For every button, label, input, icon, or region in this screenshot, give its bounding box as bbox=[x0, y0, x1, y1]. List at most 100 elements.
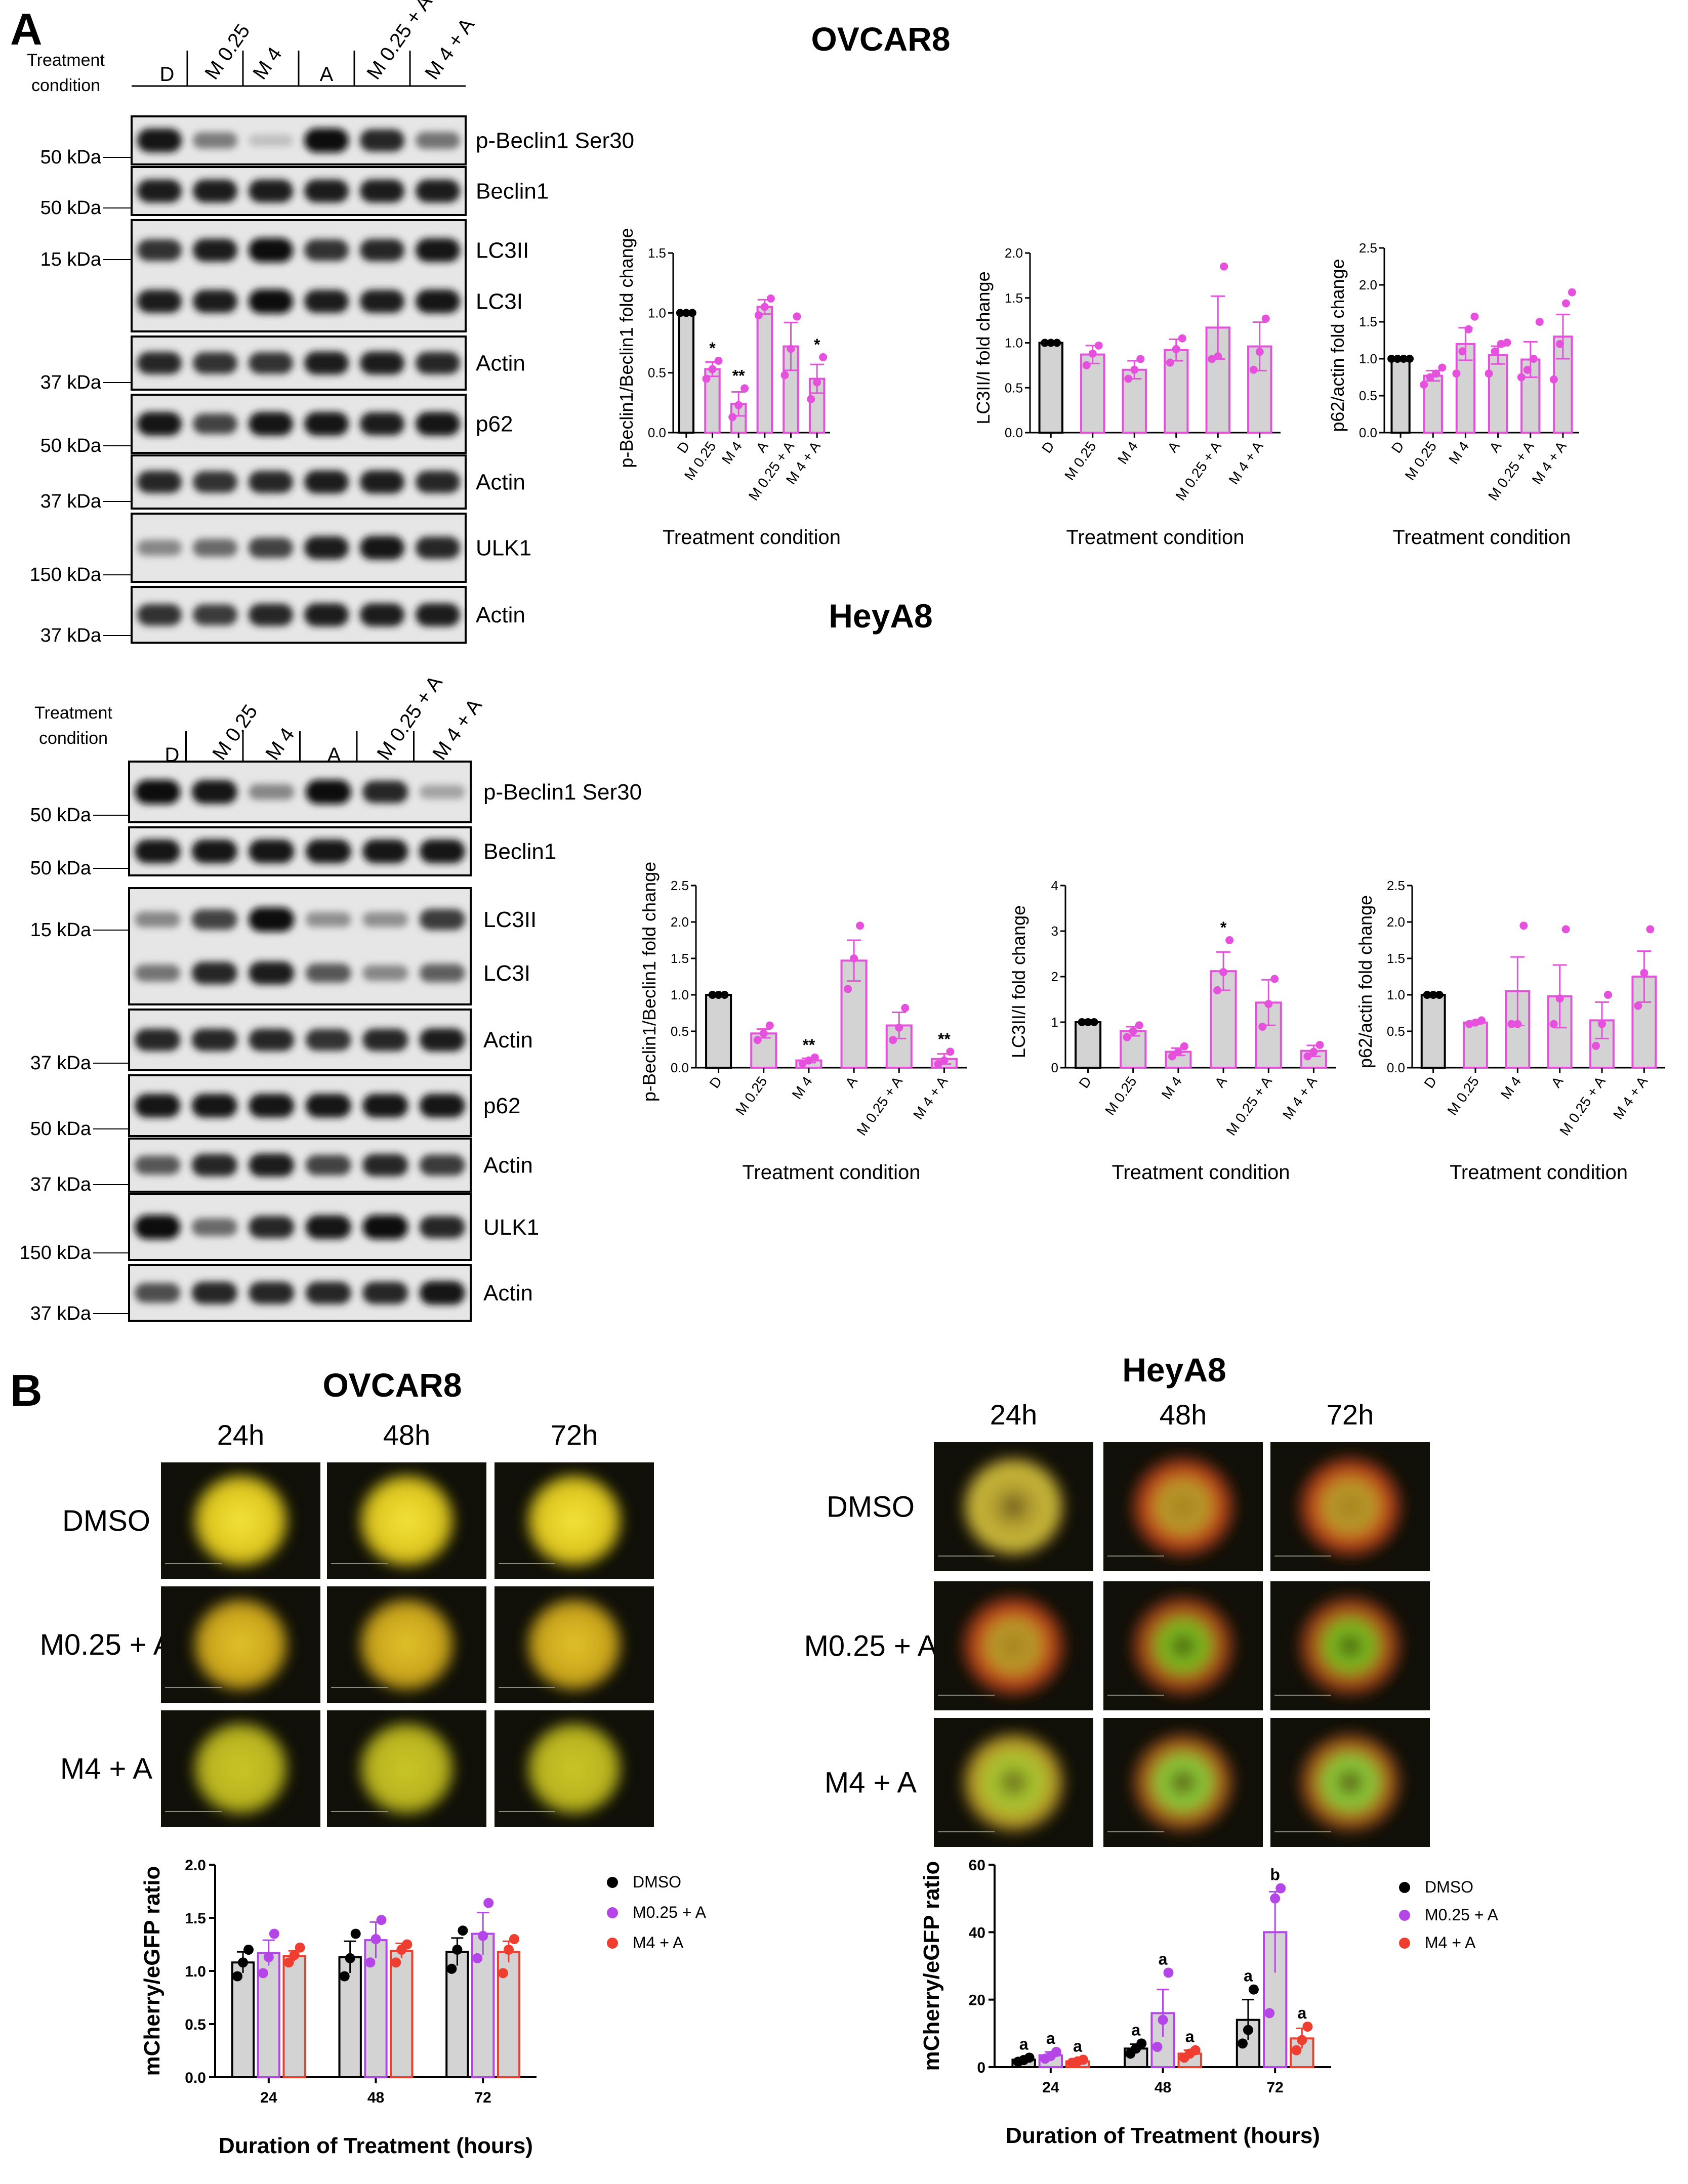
protein-band bbox=[304, 239, 349, 261]
bar bbox=[705, 994, 732, 1069]
data-point bbox=[1640, 969, 1649, 977]
protein-band bbox=[193, 539, 237, 557]
data-point bbox=[1090, 1018, 1098, 1026]
blot-membrane bbox=[128, 1074, 472, 1137]
protein-band bbox=[304, 603, 349, 626]
data-point bbox=[1568, 288, 1576, 297]
protein-band bbox=[135, 780, 181, 804]
protein-band bbox=[419, 1154, 465, 1176]
blot-block-title: HeyA8 bbox=[829, 597, 932, 635]
x-tick-label: 72 bbox=[1266, 2079, 1283, 2096]
protein-band bbox=[362, 912, 408, 927]
spheroid bbox=[1296, 1592, 1405, 1699]
protein-band bbox=[249, 907, 295, 932]
protein-band bbox=[249, 537, 293, 558]
data-point bbox=[1646, 925, 1655, 934]
blot-row: p-Beclin1 Ser30 50 kDa bbox=[30, 761, 642, 826]
treatment-condition-label: condition bbox=[31, 76, 100, 95]
protein-band bbox=[360, 179, 404, 203]
lane-label: M 0.25 bbox=[200, 20, 254, 83]
protein-band bbox=[249, 471, 293, 493]
y-tick-label: 2.0 bbox=[185, 1857, 206, 1874]
data-point bbox=[1084, 1018, 1092, 1026]
data-point bbox=[1634, 1001, 1642, 1010]
protein-band bbox=[249, 961, 295, 985]
data-point bbox=[1258, 1023, 1267, 1031]
data-point bbox=[1078, 2054, 1089, 2065]
protein-band bbox=[362, 1154, 408, 1177]
data-point bbox=[1517, 373, 1526, 382]
x-tick-label: A bbox=[842, 1073, 860, 1090]
data-point bbox=[498, 1968, 508, 1979]
protein-band bbox=[193, 604, 237, 625]
protein-band bbox=[360, 470, 404, 494]
y-tick-label: 1.0 bbox=[1005, 335, 1023, 351]
protein-band bbox=[304, 470, 349, 494]
x-tick-label: 48 bbox=[1155, 2079, 1171, 2096]
protein-band bbox=[137, 179, 182, 203]
protein-band bbox=[191, 1028, 237, 1052]
data-point bbox=[345, 1953, 355, 1963]
spheroid bbox=[1129, 1453, 1238, 1560]
data-point bbox=[1243, 2025, 1253, 2035]
data-point bbox=[708, 991, 717, 999]
significance-letter: b bbox=[1270, 1866, 1280, 1884]
data-point bbox=[1190, 2045, 1201, 2055]
data-point bbox=[1264, 1000, 1273, 1008]
legend-label: M4 + A bbox=[1425, 1934, 1476, 1952]
time-header: 72h bbox=[1327, 1399, 1374, 1431]
blot-membrane bbox=[131, 454, 467, 510]
legend-marker bbox=[1399, 1910, 1410, 1921]
data-point bbox=[1458, 347, 1467, 356]
protein-band bbox=[135, 839, 181, 863]
data-point bbox=[1053, 339, 1061, 347]
spheroid bbox=[959, 1729, 1068, 1836]
data-point bbox=[1135, 1021, 1143, 1030]
condition-label: M4 + A bbox=[825, 1767, 917, 1799]
data-point bbox=[780, 371, 789, 380]
kda-marker: 37 kDa bbox=[40, 491, 102, 512]
protein-band bbox=[416, 471, 460, 493]
y-tick-label: 0.0 bbox=[648, 425, 666, 440]
spheroid bbox=[1129, 1729, 1238, 1836]
protein-band bbox=[360, 412, 404, 436]
panel-label-b: B bbox=[10, 1365, 43, 1415]
x-tick-label: M 4 bbox=[1115, 439, 1141, 467]
data-point bbox=[682, 309, 690, 317]
y-tick-label: 0.0 bbox=[185, 2070, 206, 2086]
data-point bbox=[1174, 1047, 1182, 1056]
data-point bbox=[1549, 1020, 1558, 1028]
protein-band bbox=[137, 239, 182, 261]
data-point bbox=[1213, 986, 1222, 994]
data-point bbox=[753, 1036, 762, 1044]
significance-letter: a bbox=[1244, 1967, 1253, 1985]
protein-band bbox=[135, 1155, 181, 1175]
protein-band bbox=[137, 352, 182, 374]
data-point bbox=[807, 395, 815, 403]
data-point bbox=[1237, 2038, 1248, 2049]
y-tick-label: 1.0 bbox=[1359, 351, 1377, 366]
blot-row: ULK1 150 kDa bbox=[19, 1193, 539, 1264]
condition-label: M4 + A bbox=[60, 1752, 152, 1785]
blot-row: Actin 37 kDa bbox=[30, 1009, 533, 1074]
significance-letter: a bbox=[1046, 2029, 1055, 2047]
time-header: 48h bbox=[383, 1419, 430, 1451]
kda-marker: 37 kDa bbox=[40, 625, 102, 646]
data-point bbox=[934, 1060, 942, 1068]
blot-row: p-Beclin1 Ser30 50 kDa bbox=[40, 115, 634, 168]
protein-label: p62 bbox=[476, 412, 513, 437]
data-point bbox=[734, 401, 743, 409]
significance-letter: a bbox=[1019, 2035, 1028, 2053]
micrograph-group-title: HeyA8 bbox=[1122, 1351, 1226, 1389]
data-point bbox=[1302, 2022, 1313, 2032]
x-axis-title: Treatment condition bbox=[742, 1161, 920, 1184]
data-point bbox=[1041, 339, 1049, 347]
bar bbox=[390, 1950, 414, 2079]
y-axis-title: p-Beclin1/Beclin1 fold change bbox=[616, 228, 637, 468]
data-point bbox=[1166, 358, 1174, 367]
data-point bbox=[1270, 1893, 1281, 1904]
kda-marker: 50 kDa bbox=[40, 435, 102, 456]
data-point bbox=[391, 1957, 401, 1968]
protein-band bbox=[419, 1028, 465, 1052]
